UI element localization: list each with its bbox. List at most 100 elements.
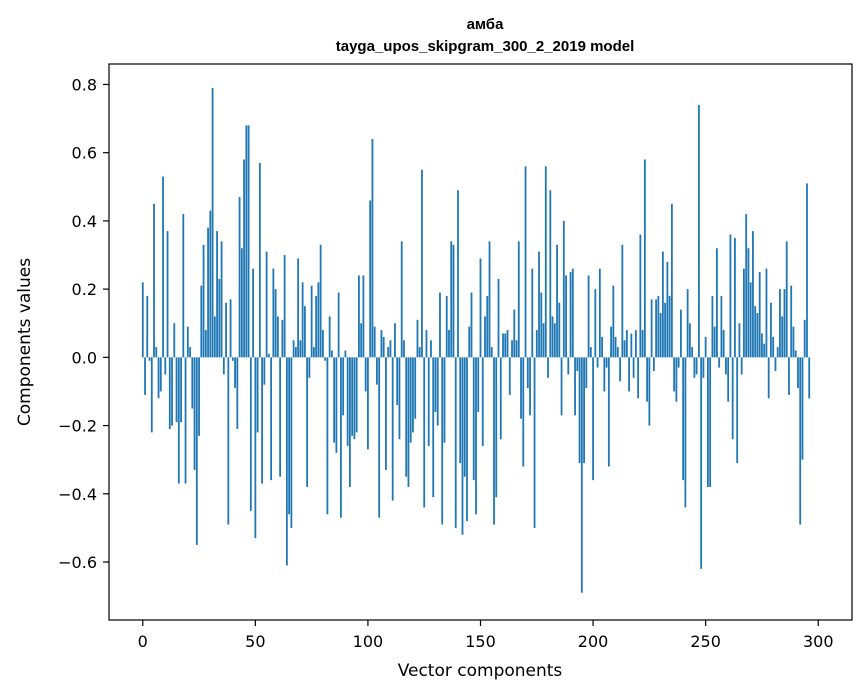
bar-227 [652, 357, 655, 371]
bar-175 [535, 330, 538, 358]
bar-23 [193, 357, 196, 470]
bar-66 [290, 357, 293, 528]
bar-226 [650, 299, 653, 358]
bar-4 [150, 357, 153, 433]
bar-19 [184, 357, 187, 484]
bar-274 [758, 272, 761, 358]
bar-61 [279, 357, 282, 477]
bar-74 [308, 357, 311, 378]
bar-218 [632, 357, 635, 378]
bar-27 [202, 244, 205, 358]
x-tick-label-1: 50 [245, 632, 265, 651]
bar-108 [385, 357, 387, 470]
bar-205 [603, 357, 606, 392]
bar-102 [371, 139, 374, 358]
bar-260 [727, 357, 730, 402]
bar-6 [155, 347, 158, 358]
bar-56 [267, 353, 270, 358]
bar-191 [571, 268, 574, 358]
bar-9 [162, 176, 164, 358]
bar-265 [738, 323, 741, 358]
bar-35 [220, 241, 223, 358]
y-axis-label: Components values [15, 258, 35, 426]
bar-263 [734, 237, 736, 358]
bar-10 [164, 357, 167, 375]
bar-114 [398, 357, 401, 440]
bar-26 [200, 285, 203, 358]
bar-237 [675, 357, 678, 402]
bar-124 [421, 169, 423, 358]
bar-31 [211, 87, 214, 358]
bar-58 [272, 268, 275, 358]
bar-0 [141, 282, 144, 358]
bar-247 [698, 104, 700, 358]
bar-283 [779, 289, 781, 358]
bar-55 [265, 251, 268, 358]
bar-200 [592, 357, 594, 481]
bar-213 [621, 244, 624, 358]
bar-269 [747, 248, 750, 358]
bar-275 [761, 333, 763, 358]
bar-149 [477, 357, 480, 412]
bar-119 [409, 357, 412, 443]
x-tick-label-5: 250 [690, 632, 721, 651]
bar-92 [349, 357, 351, 487]
bar-180 [547, 357, 549, 378]
bar-255 [716, 248, 718, 358]
bar-163 [508, 357, 511, 395]
bar-286 [785, 241, 788, 358]
bar-276 [763, 343, 766, 358]
bar-207 [607, 357, 610, 467]
bar-151 [481, 357, 484, 447]
bar-172 [529, 357, 531, 416]
bar-253 [711, 295, 714, 358]
bar-33 [216, 231, 218, 358]
chart-title: амба [467, 16, 505, 33]
bar-159 [499, 357, 502, 440]
bar-294 [803, 319, 806, 358]
bar-141 [459, 357, 462, 464]
bar-148 [475, 357, 477, 515]
bar-146 [470, 292, 473, 358]
bar-99 [364, 357, 367, 392]
bar-67 [292, 340, 295, 358]
bar-82 [326, 357, 329, 515]
bar-109 [387, 347, 390, 358]
y-axis: −0.6 −0.4 −0.2 0.0 0.2 0.4 0.6 0.8 [58, 75, 109, 572]
bar-72 [303, 306, 306, 358]
bar-178 [542, 323, 545, 358]
bar-224 [646, 357, 649, 402]
bar-155 [490, 347, 493, 358]
bar-243 [688, 323, 691, 358]
bar-231 [661, 251, 664, 358]
bar-34 [218, 278, 221, 358]
bar-106 [380, 330, 383, 358]
bar-153 [486, 295, 489, 358]
y-tick-label-6: 0.6 [72, 144, 97, 163]
bar-97 [360, 323, 363, 358]
bar-54 [263, 357, 266, 385]
bar-251 [707, 357, 709, 487]
bar-115 [400, 241, 403, 358]
bar-241 [684, 357, 687, 508]
bar-57 [270, 357, 273, 481]
bar-228 [655, 299, 658, 358]
bar-193 [576, 357, 579, 371]
bar-199 [589, 347, 592, 358]
bar-50 [254, 357, 257, 539]
bar-53 [261, 357, 263, 484]
bar-188 [565, 275, 567, 358]
bar-173 [531, 268, 534, 358]
x-tick-label-2: 100 [353, 632, 384, 651]
bar-137 [450, 241, 453, 358]
bar-229 [657, 295, 660, 358]
bar-64 [285, 357, 288, 566]
bar-154 [488, 241, 491, 358]
bar-236 [673, 357, 676, 392]
bar-60 [276, 316, 279, 358]
bar-206 [605, 357, 608, 368]
bar-171 [526, 357, 529, 389]
bar-69 [297, 258, 300, 358]
bar-98 [362, 275, 365, 358]
bar-203 [598, 268, 601, 358]
